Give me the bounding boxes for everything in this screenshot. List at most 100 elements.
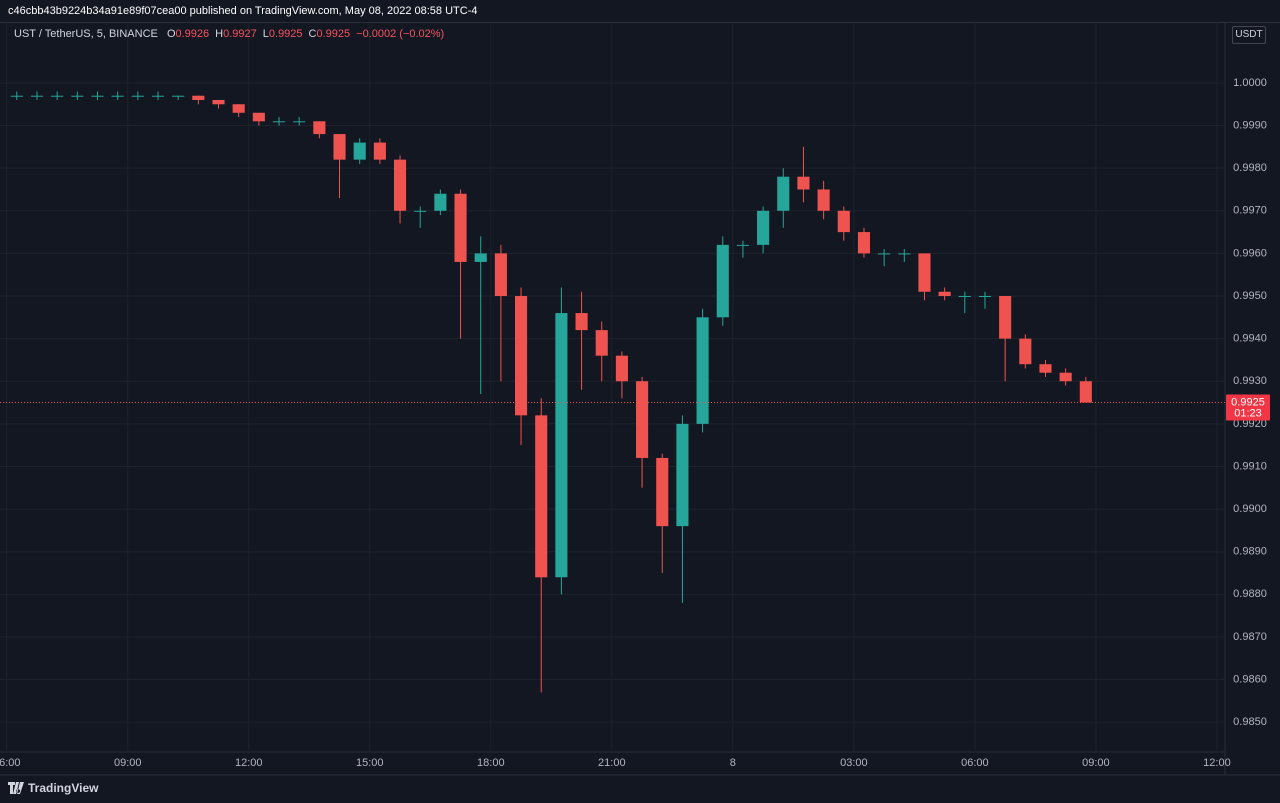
- x-tick-label: 03:00: [840, 757, 868, 769]
- last-price-box: [1226, 394, 1270, 421]
- brand-logo: [8, 782, 24, 794]
- candle-body: [71, 95, 84, 97]
- candle-body: [716, 244, 729, 318]
- ohlc-value: 0.9927: [223, 28, 257, 40]
- candle-body: [857, 232, 871, 254]
- symbol: UST / TetherUS, 5, BINANCE: [14, 28, 158, 40]
- candle-body: [736, 244, 749, 246]
- change: −0.0002 (−0.02%): [356, 28, 445, 40]
- candle-body: [1019, 338, 1032, 365]
- grid: [0, 22, 1225, 752]
- brand-name: TradingView: [28, 781, 99, 795]
- candle-body: [878, 253, 891, 255]
- candle-body: [131, 95, 144, 97]
- x-tick-label: 18:00: [477, 757, 505, 769]
- candle-body: [91, 95, 104, 97]
- x-tick-label: 8: [730, 757, 736, 769]
- ohlc-key: C: [308, 28, 317, 40]
- candle-body: [958, 296, 971, 298]
- candle-body: [797, 176, 810, 190]
- candle-body: [414, 210, 427, 212]
- ohlc-key: H: [215, 28, 224, 40]
- y-tick-label: 1.0000: [1233, 77, 1267, 89]
- candle-body: [817, 189, 830, 211]
- ohlc-value: 0.9925: [268, 28, 303, 40]
- y-tick-label: 0.9890: [1233, 546, 1267, 558]
- candle-body: [10, 95, 23, 97]
- candle-body: [918, 253, 931, 292]
- candle-body: [777, 176, 790, 211]
- y-tick-label: 0.9860: [1233, 673, 1267, 685]
- candle-body: [232, 104, 245, 113]
- y-tick-label: 0.9960: [1233, 247, 1267, 259]
- ohlc-key: L: [262, 28, 269, 40]
- publish-line: c46cbb43b9224b34a91e89f07cea00 published…: [8, 5, 478, 17]
- candle-body: [938, 291, 951, 297]
- top-border: [0, 22, 1280, 23]
- candle-body: [999, 296, 1012, 339]
- candle-body: [555, 313, 568, 578]
- y-tick-label: 0.9970: [1233, 205, 1267, 217]
- x-tick-label: 15:00: [356, 757, 384, 769]
- y-tick-label: 0.9940: [1233, 333, 1267, 345]
- x-tick-label: 12:00: [1203, 757, 1231, 769]
- ohlc-key: O: [166, 28, 176, 40]
- ohlc-value: 0.9925: [316, 28, 351, 40]
- candle-body: [151, 95, 165, 97]
- candle-body: [676, 423, 689, 527]
- legend: UST / TetherUS, 5, BINANCE O0.9926 H0.992…: [14, 28, 450, 40]
- candle-body: [757, 210, 770, 245]
- candle-body: [111, 95, 124, 97]
- candle-body: [474, 253, 487, 262]
- candle-body: [494, 253, 507, 297]
- candle-body: [1079, 381, 1092, 403]
- candle-body: [212, 99, 225, 105]
- candle-body: [353, 142, 366, 160]
- candle-body: [293, 121, 306, 123]
- x-tick-label: 06:00: [961, 757, 989, 769]
- candle-body: [30, 95, 44, 97]
- x-tick-label: 21:00: [598, 757, 626, 769]
- x-tick-label: 09:00: [1082, 757, 1110, 769]
- candle-body: [595, 330, 608, 356]
- candle-body: [192, 95, 205, 100]
- candle-body: [51, 95, 64, 97]
- currency-button[interactable]: USDT: [1232, 26, 1266, 44]
- y-tick-label: 0.9870: [1233, 631, 1267, 643]
- last-price-label: 0.9925: [1231, 396, 1265, 408]
- candle-body: [696, 317, 709, 424]
- candle-body: [615, 355, 628, 382]
- top-bar: [0, 0, 1280, 22]
- candle-body: [656, 457, 669, 527]
- countdown-label: 01:23: [1234, 407, 1262, 419]
- y-tick-label: 0.9910: [1233, 460, 1267, 472]
- y-tick-label: 0.9880: [1233, 588, 1267, 600]
- candle-body: [373, 142, 386, 160]
- candle-body: [272, 121, 286, 123]
- bottom-bar: [0, 775, 1280, 803]
- candle-body: [515, 296, 528, 416]
- y-tick-label: 0.9950: [1233, 290, 1267, 302]
- candle-body: [454, 193, 467, 262]
- ohlc-value: 0.9926: [175, 28, 210, 40]
- brand: TradingView: [8, 781, 98, 795]
- y-tick-label: 0.9850: [1233, 716, 1267, 728]
- candle-body: [172, 95, 185, 97]
- y-tick-label: 0.9930: [1233, 375, 1267, 387]
- x-tick-label: 06:00: [0, 757, 20, 769]
- candle-body: [978, 296, 992, 298]
- candle-body: [1059, 372, 1072, 382]
- candles: [10, 91, 1092, 693]
- y-tick-label: 0.9900: [1233, 503, 1267, 515]
- candle-body: [313, 121, 326, 135]
- y-tick-label: 0.9980: [1233, 162, 1267, 174]
- candle-body: [393, 159, 407, 211]
- candle-body: [1039, 364, 1052, 373]
- candle-body: [898, 253, 911, 255]
- y-tick-label: 0.9990: [1233, 119, 1267, 131]
- x-tick-label: 12:00: [235, 757, 263, 769]
- candle-body: [837, 210, 850, 233]
- candle-body: [434, 193, 447, 211]
- y-tick-label: 0.9920: [1233, 418, 1267, 430]
